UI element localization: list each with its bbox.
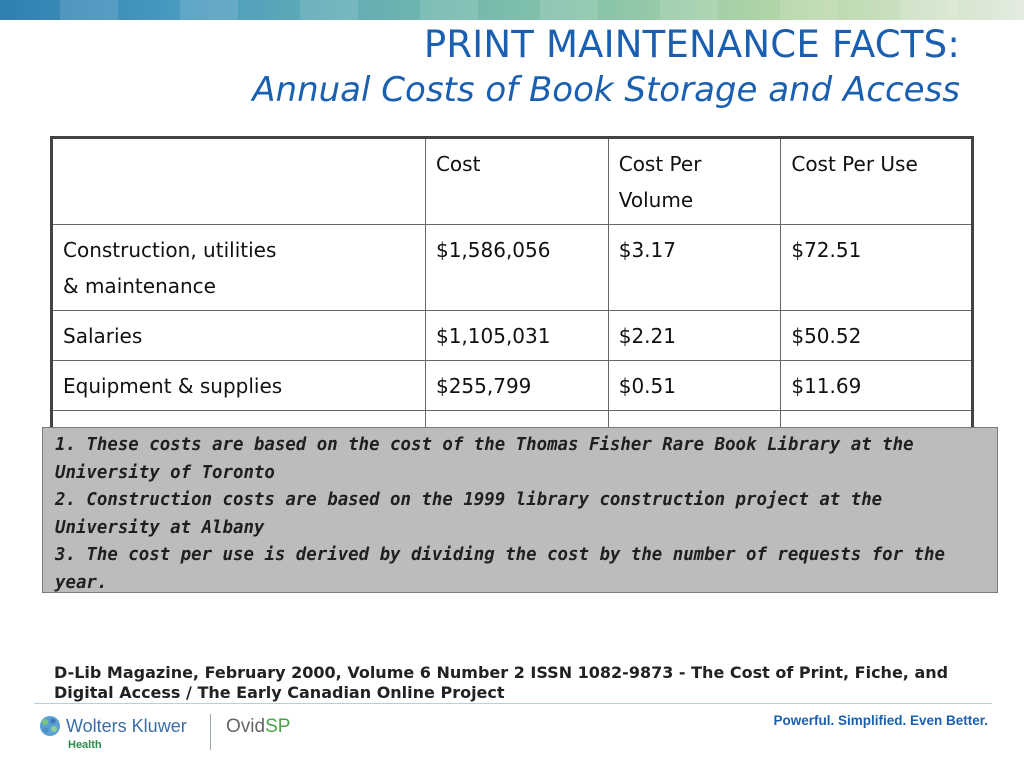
column-header: Cost — [424, 137, 609, 225]
title-subtitle: Annual Costs of Book Storage and Access — [252, 70, 960, 110]
brand-subtitle: Health — [68, 739, 102, 751]
band-tile — [60, 0, 118, 20]
table-cell: $1,105,031 — [424, 310, 609, 361]
footnote: 2. Construction costs are based on the 1… — [55, 490, 883, 538]
cell-line: & maintenance — [63, 274, 216, 298]
band-tile — [300, 0, 358, 20]
row-label: Equipment & supplies — [51, 360, 426, 411]
table-row: Equipment & supplies $255,799 $0.51 $11.69 — [51, 360, 973, 411]
table-cell: $3.17 — [607, 224, 782, 311]
globe-logo-icon — [40, 716, 60, 736]
band-tile — [420, 0, 478, 20]
table-cell: $50.52 — [780, 310, 973, 361]
footnotes-box: 1. These costs are based on the cost of … — [42, 427, 998, 593]
product-accent: SP — [265, 716, 291, 737]
column-header: Cost Per Use — [780, 137, 973, 225]
table-header-row: Cost Cost Per Volume Cost Per Use — [51, 137, 973, 225]
table-cell: $255,799 — [424, 360, 609, 411]
header-band — [0, 0, 1024, 20]
table-cell: $0.51 — [607, 360, 782, 411]
tagline: Powerful. Simplified. Even Better. — [773, 713, 988, 728]
header-line: Cost Per — [618, 152, 702, 176]
row-label: Salaries — [51, 310, 426, 361]
table-row: Salaries $1,105,031 $2.21 $50.52 — [51, 310, 973, 361]
column-header: Cost Per Volume — [607, 137, 782, 225]
footnote: 1. These costs are based on the cost of … — [55, 435, 914, 483]
column-header — [51, 137, 426, 225]
cost-table: Cost Cost Per Volume Cost Per Use Constructi… — [50, 136, 974, 463]
product-main: Ovid — [226, 716, 266, 737]
table-cell: $2.21 — [607, 310, 782, 361]
band-tile — [900, 0, 958, 20]
brand-text: Wolters Kluwer — [66, 716, 187, 736]
cell-line: Construction, utilities — [63, 238, 277, 262]
footer-logos: Wolters Kluwer Health OvidSP — [38, 712, 338, 752]
table-cell: $72.51 — [780, 224, 973, 311]
footer-divider — [34, 703, 992, 704]
cost-table-body: Cost Cost Per Volume Cost Per Use Constructi… — [51, 137, 973, 462]
band-tile — [780, 0, 838, 20]
citation: D-Lib Magazine, February 2000, Volume 6 … — [54, 663, 949, 702]
logo-divider — [210, 714, 211, 750]
table-cell: $1,586,056 — [424, 224, 609, 311]
band-tile — [180, 0, 238, 20]
band-tile — [540, 0, 598, 20]
product-name: OvidSP — [226, 716, 290, 738]
footnote: 3. The cost per use is derived by dividi… — [55, 545, 945, 593]
slide-title: PRINT MAINTENANCE FACTS: Annual Costs of… — [252, 22, 960, 112]
brand-name: Wolters Kluwer — [66, 716, 187, 737]
header-line: Volume — [618, 188, 694, 212]
table-row: Construction, utilities & maintenance $1,5… — [51, 224, 973, 311]
title-main: PRINT MAINTENANCE FACTS: — [423, 23, 960, 66]
row-label: Construction, utilities & maintenance — [51, 224, 426, 311]
band-tile — [660, 0, 718, 20]
table-cell: $11.69 — [780, 360, 973, 411]
